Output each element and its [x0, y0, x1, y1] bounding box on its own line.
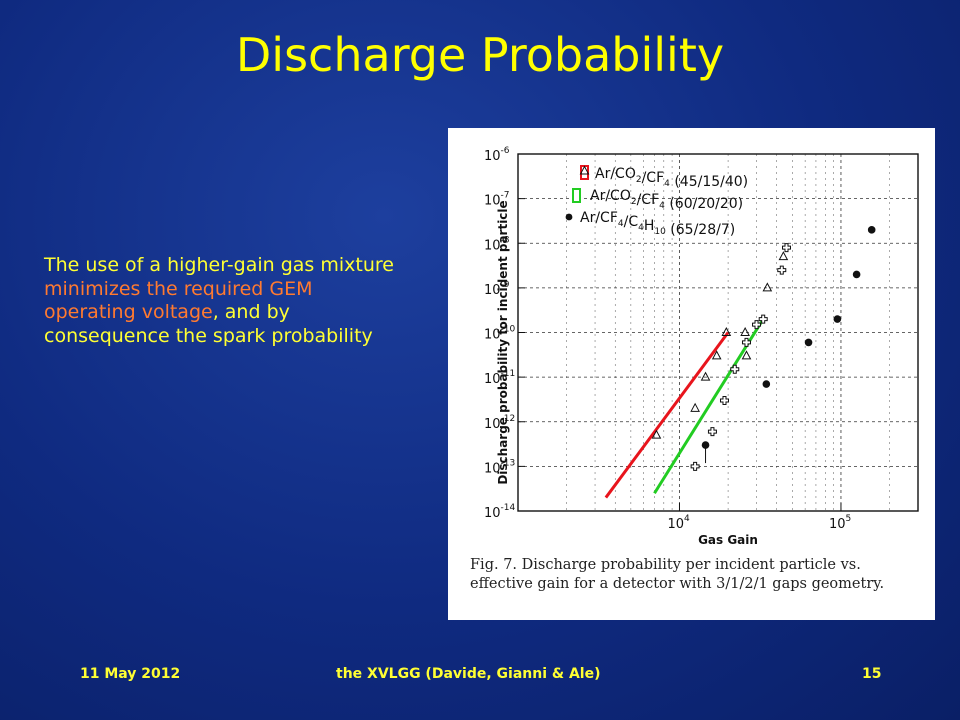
- body-text-part-3: , and by consequence the spark probabili…: [44, 301, 373, 347]
- legend-label: Ar/CO2/CF4 (60/20/20): [590, 188, 743, 212]
- figure-panel: 10-6 10-7 10-8 10-9 10-10 10-11 10-12 10-13 10-1…: [448, 128, 935, 620]
- y-tick-label: 10-9: [484, 280, 510, 298]
- footer-center: the XVLGG (Davide, Gianni & Ale): [336, 666, 601, 682]
- data-point-circle: [804, 338, 813, 347]
- data-point-circle: [852, 270, 861, 279]
- fit-line: [653, 318, 765, 495]
- data-point-cross: [781, 243, 791, 253]
- y-tick-label: 10-6: [484, 146, 510, 164]
- data-point-triangle: [721, 326, 732, 336]
- data-point-triangle: [741, 350, 752, 360]
- data-point-cross: [741, 337, 751, 347]
- discharge-probability-chart: 10-6 10-7 10-8 10-9 10-10 10-11 10-12 10-13 10-1…: [484, 146, 919, 547]
- y-tick-label: 10-8: [484, 235, 510, 253]
- data-point-cross: [777, 265, 787, 275]
- data-point-cross: [730, 364, 740, 374]
- data-point-cross: [758, 314, 768, 324]
- data-point-triangle: [700, 371, 711, 381]
- data-point-cross: [752, 320, 762, 330]
- y-tick-label: 10-12: [484, 414, 515, 432]
- y-tick-label: 10-7: [484, 191, 510, 209]
- data-point-cross: [707, 427, 717, 437]
- x-tick-label: 104: [667, 514, 690, 532]
- data-point-triangle: [651, 429, 662, 439]
- footer-date: 11 May 2012: [80, 666, 181, 682]
- legend-marker-green-box: [572, 188, 581, 203]
- legend-marker-red-box: [580, 165, 589, 180]
- data-point-circle: [833, 315, 842, 323]
- figure-caption: Fig. 7. Discharge probability per incide…: [470, 557, 885, 592]
- data-point-circle: [867, 226, 876, 234]
- data-point-cross: [719, 395, 729, 405]
- legend-label: Ar/CO2/CF4 (45/15/40): [595, 166, 748, 190]
- data-point-triangle: [778, 251, 789, 261]
- data-point-triangle: [690, 402, 700, 412]
- data-point-cross: [690, 461, 700, 471]
- body-text-part-2: minimizes the required GEM operating vol…: [44, 277, 313, 324]
- legend-marker-circle: [565, 213, 573, 221]
- legend-marker-triangle: [579, 165, 590, 175]
- x-tick-label: 105: [829, 514, 851, 532]
- x-axis-label: Gas Gain: [698, 533, 758, 547]
- footer-page-number: 15: [862, 666, 882, 682]
- body-text-part-1: The use of a higher-gain gas mixture: [44, 254, 394, 276]
- slide-title: Discharge Probability: [235, 28, 725, 82]
- data-point-triangle: [762, 282, 773, 292]
- slide-body-text: The use of a higher-gain gas mixture min…: [44, 254, 404, 348]
- y-tick-label: 10-14: [484, 503, 516, 521]
- fit-line: [604, 331, 730, 499]
- y-tick-label: 10-11: [484, 369, 515, 387]
- legend-label: Ar/CF4/C4H10 (65/28/7): [580, 210, 735, 238]
- data-point-triangle: [740, 326, 750, 336]
- y-tick-label: 10-13: [484, 458, 515, 476]
- data-point-triangle: [711, 350, 722, 360]
- y-axis-label: Discharge probability for incident parti…: [496, 200, 510, 484]
- data-point-circle: [762, 380, 771, 388]
- y-tick-label: 10-10: [484, 325, 516, 343]
